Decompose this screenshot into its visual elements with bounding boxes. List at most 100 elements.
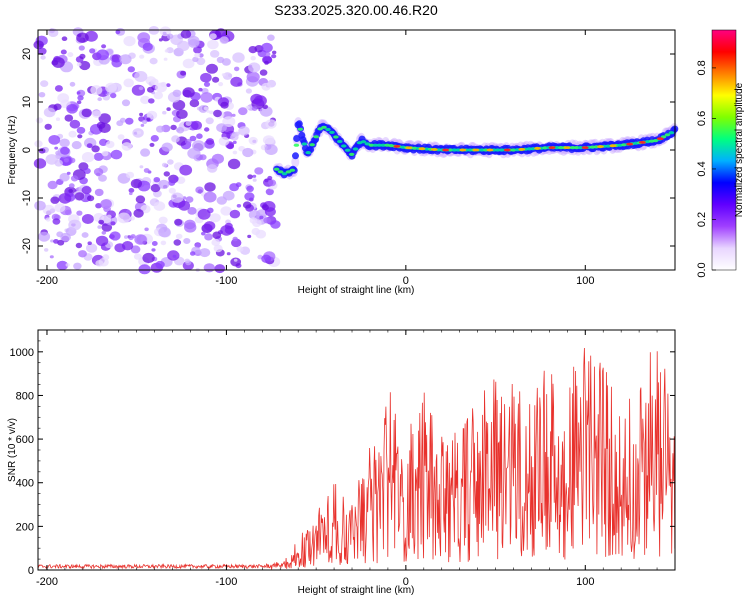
signal-peak — [285, 170, 292, 174]
signal-peak — [329, 130, 335, 134]
noise-blob — [265, 188, 274, 196]
noise-blob — [121, 142, 132, 151]
noise-blob — [207, 164, 218, 173]
spectrogram-y-ticks: -20 -10 0 10 20 — [21, 48, 675, 254]
signal-peak — [313, 135, 319, 139]
x-tick-label: 100 — [576, 275, 594, 287]
noise-blob — [101, 44, 107, 49]
noise-blob — [77, 134, 83, 139]
signal-halo — [291, 156, 300, 168]
signal-peak — [352, 147, 359, 151]
noise-blob — [142, 42, 153, 51]
colorbar-tick-label: 0.6 — [696, 111, 708, 126]
noise-blob — [66, 104, 78, 114]
noise-blob — [139, 165, 144, 169]
colorbar-tick-label: 0.2 — [696, 212, 708, 227]
noise-blob — [49, 208, 56, 213]
noise-blob — [76, 32, 89, 43]
noise-blob — [251, 106, 258, 111]
noise-blob — [33, 40, 44, 50]
y-tick-label: 0 — [21, 147, 33, 153]
noise-blob — [102, 90, 108, 95]
noise-blob — [153, 91, 163, 100]
noise-blob — [185, 196, 194, 203]
noise-blob — [79, 60, 91, 71]
noise-blob — [146, 117, 151, 122]
snr-y-ticks: 0 200 400 600 800 1000 — [10, 329, 675, 577]
signal-max — [393, 145, 401, 148]
signal-peak — [360, 140, 367, 144]
noise-blob — [267, 175, 273, 181]
noise-blob — [142, 252, 155, 264]
noise-blob — [210, 50, 220, 58]
noise-blob — [253, 95, 267, 107]
noise-blob — [272, 50, 277, 55]
noise-blob — [261, 204, 269, 211]
noise-blob — [172, 254, 177, 258]
y-tick-label: 600 — [16, 434, 34, 446]
noise-blob — [172, 89, 182, 98]
noise-blob — [140, 123, 145, 127]
noise-blob — [133, 131, 138, 135]
noise-blob — [166, 107, 171, 111]
noise-blob — [130, 234, 136, 239]
noise-blob — [158, 38, 163, 42]
noise-blob — [148, 98, 155, 104]
noise-blob — [91, 145, 100, 153]
colorbar-tick-label: 0.8 — [696, 60, 708, 75]
noise-blob — [229, 183, 240, 192]
noise-blob — [252, 178, 257, 182]
noise-blob — [138, 264, 151, 275]
noise-blob — [68, 183, 75, 189]
noise-blob — [216, 56, 225, 64]
noise-blob — [176, 128, 181, 132]
noise-blob — [61, 36, 68, 41]
noise-blob — [109, 231, 121, 241]
noise-blob — [77, 95, 84, 101]
noise-blob — [233, 258, 238, 262]
noise-blob — [54, 85, 63, 92]
noise-blob — [74, 192, 85, 201]
snr-y-label: SNR (10 * v/v) — [7, 418, 18, 482]
noise-blob — [204, 233, 213, 241]
signal-peak — [289, 168, 296, 172]
noise-blob — [44, 248, 49, 252]
noise-blob — [81, 108, 92, 118]
noise-blob — [206, 63, 218, 74]
noise-blob — [81, 152, 95, 163]
colorbar-gradient — [711, 29, 737, 271]
noise-blob — [150, 135, 159, 142]
signal-max — [563, 146, 571, 150]
noise-blob — [218, 82, 224, 87]
noise-blob — [92, 110, 102, 118]
noise-blob — [220, 225, 234, 236]
noise-blob — [96, 49, 109, 61]
noise-blob — [38, 148, 46, 154]
noise-blob — [150, 78, 159, 86]
noise-blob — [54, 159, 63, 167]
noise-blob — [221, 73, 226, 77]
noise-blob — [179, 164, 193, 176]
noise-blob — [151, 241, 158, 246]
noise-blob — [159, 26, 172, 37]
noise-blob — [236, 246, 244, 252]
noise-blob — [264, 144, 278, 156]
noise-blob — [265, 119, 277, 129]
noise-blob — [153, 177, 161, 183]
noise-blob — [124, 235, 129, 239]
noise-blob — [38, 92, 46, 98]
noise-blob — [201, 231, 206, 236]
noise-blob — [135, 195, 146, 204]
noise-blob — [76, 62, 82, 67]
noise-blob — [129, 192, 133, 196]
noise-blob — [115, 30, 121, 35]
signal-peak — [333, 135, 339, 139]
snr-series-line — [37, 347, 676, 570]
noise-blob — [198, 87, 203, 92]
noise-blob — [261, 254, 272, 263]
noise-blob — [164, 49, 169, 53]
noise-blob — [203, 263, 215, 273]
noise-blob — [171, 135, 180, 143]
y-tick-label: 20 — [21, 48, 33, 60]
noise-blob — [95, 235, 109, 247]
